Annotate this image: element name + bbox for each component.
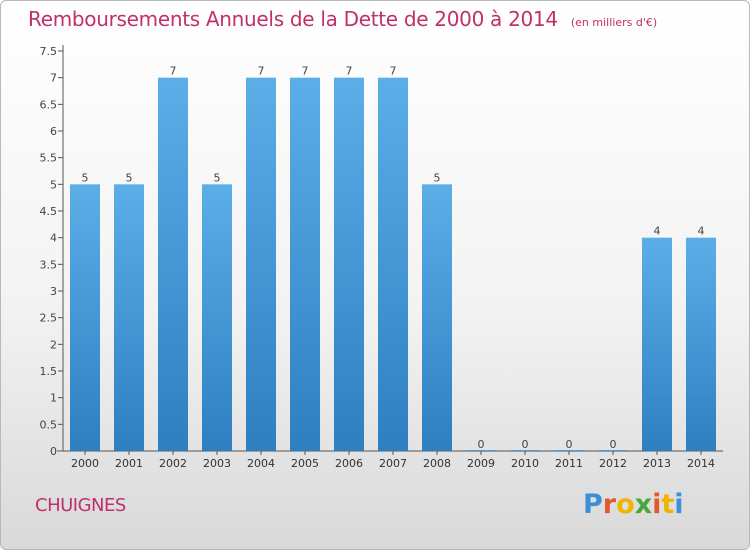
logo-letter: r <box>602 489 617 520</box>
x-tick-label: 2012 <box>599 457 627 470</box>
bar <box>334 77 364 452</box>
data-label: 0 <box>566 438 573 451</box>
commune-name: CHUIGNES <box>35 495 126 516</box>
logo-letter: x <box>634 489 653 520</box>
y-tick-label: 7 <box>50 72 57 85</box>
x-tick-label: 2000 <box>71 457 99 470</box>
data-label: 7 <box>258 65 265 78</box>
x-tick-label: 2004 <box>247 457 275 470</box>
x-tick-label: 2007 <box>379 457 407 470</box>
bar <box>290 77 320 452</box>
x-tick-label: 2003 <box>203 457 231 470</box>
y-tick-label: 2 <box>50 338 57 351</box>
data-label: 5 <box>126 171 133 184</box>
logo-letter: i <box>674 489 684 520</box>
logo-letter: t <box>661 489 675 520</box>
y-tick-label: 2.5 <box>40 312 58 325</box>
x-tick-label: 2008 <box>423 457 451 470</box>
logo-letter: o <box>616 489 635 520</box>
bar <box>642 237 672 451</box>
proxiti-logo: Proxiti <box>583 489 684 520</box>
bar <box>246 77 276 452</box>
data-label: 7 <box>390 65 397 78</box>
x-tick-label: 2005 <box>291 457 319 470</box>
x-tick-label: 2009 <box>467 457 495 470</box>
bar <box>158 77 188 452</box>
logo-letter: i <box>652 489 662 520</box>
data-label: 5 <box>82 171 89 184</box>
y-tick-label: 3 <box>50 285 57 298</box>
data-label: 5 <box>434 171 441 184</box>
y-tick-label: 6 <box>50 125 57 138</box>
logo-letter: P <box>583 489 603 520</box>
y-tick-label: 3.5 <box>40 258 58 271</box>
y-tick-label: 4 <box>50 232 57 245</box>
bar <box>70 184 100 452</box>
x-tick-label: 2014 <box>687 457 715 470</box>
bar <box>422 184 452 452</box>
chart-title-row: Remboursements Annuels de la Dette de 20… <box>28 7 657 31</box>
data-label: 4 <box>698 225 705 238</box>
x-tick-label: 2001 <box>115 457 143 470</box>
y-tick-label: 7.5 <box>40 45 58 58</box>
y-tick-label: 0 <box>50 445 57 458</box>
y-tick-label: 1.5 <box>40 365 58 378</box>
y-tick-label: 1 <box>50 392 57 405</box>
data-label: 0 <box>610 438 617 451</box>
bar <box>686 237 716 451</box>
data-label: 4 <box>654 225 661 238</box>
data-label: 0 <box>478 438 485 451</box>
y-tick-label: 6.5 <box>40 98 58 111</box>
data-label: 5 <box>214 171 221 184</box>
bar <box>202 184 232 452</box>
data-label: 0 <box>522 438 529 451</box>
x-tick-label: 2010 <box>511 457 539 470</box>
x-tick-label: 2013 <box>643 457 671 470</box>
y-tick-label: 5 <box>50 178 57 191</box>
bar <box>114 184 144 452</box>
data-label: 7 <box>170 65 177 78</box>
chart-subtitle: (en milliers d'€) <box>570 16 658 29</box>
y-tick-label: 4.5 <box>40 205 58 218</box>
bar <box>378 77 408 452</box>
data-label: 7 <box>302 65 309 78</box>
y-tick-label: 5.5 <box>40 152 58 165</box>
x-tick-label: 2011 <box>555 457 583 470</box>
chart-title: Remboursements Annuels de la Dette de 20… <box>28 7 558 31</box>
x-tick-label: 2006 <box>335 457 363 470</box>
x-tick-label: 2002 <box>159 457 187 470</box>
y-tick-label: 0.5 <box>40 418 58 431</box>
data-label: 7 <box>346 65 353 78</box>
